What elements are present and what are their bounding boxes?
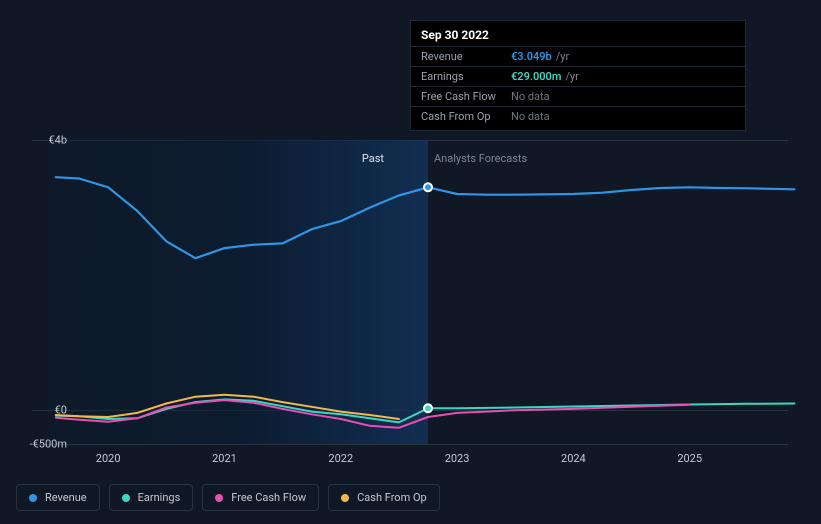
legend-dot-icon	[122, 494, 130, 502]
series-line-fcf	[56, 400, 690, 428]
legend-dot-icon	[215, 494, 223, 502]
tooltip-key: Earnings	[421, 70, 511, 83]
legend-label: Cash From Op	[357, 491, 427, 504]
tooltip-value: No data	[511, 90, 550, 103]
chart-tooltip: Sep 30 2022 Revenue€3.049b/yrEarnings€29…	[410, 20, 746, 131]
tooltip-row: Revenue€3.049b/yr	[411, 46, 745, 66]
legend-label: Revenue	[45, 491, 87, 504]
chart-legend: Revenue Earnings Free Cash Flow Cash From O…	[16, 484, 440, 511]
tooltip-row: Cash From OpNo data	[411, 106, 745, 126]
tooltip-value: No data	[511, 110, 550, 123]
y-axis-label: -€500m	[22, 438, 67, 451]
x-axis-label: 2023	[445, 452, 470, 465]
tooltip-key: Cash From Op	[421, 110, 511, 123]
legend-label: Earnings	[138, 491, 181, 504]
tooltip-value: €29.000m/yr	[511, 70, 579, 83]
x-axis-label: 2021	[212, 452, 237, 465]
legend-dot-icon	[29, 494, 37, 502]
tooltip-date: Sep 30 2022	[411, 25, 745, 46]
series-marker-earnings	[424, 404, 432, 412]
tooltip-value: €3.049b/yr	[511, 50, 569, 63]
x-axis-label: 2022	[328, 452, 353, 465]
y-axis-label: €0	[22, 404, 67, 417]
tooltip-key: Revenue	[421, 50, 511, 63]
legend-dot-icon	[341, 494, 349, 502]
x-axis-label: 2025	[677, 452, 702, 465]
legend-item-revenue[interactable]: Revenue	[16, 484, 100, 511]
series-marker-revenue	[424, 183, 432, 191]
legend-item-cfo[interactable]: Cash From Op	[328, 484, 440, 511]
y-axis-label: €4b	[22, 134, 67, 147]
x-axis-label: 2024	[561, 452, 586, 465]
tooltip-key: Free Cash Flow	[421, 90, 511, 103]
x-axis-label: 2020	[96, 452, 121, 465]
tooltip-row: Earnings€29.000m/yr	[411, 66, 745, 86]
legend-item-earnings[interactable]: Earnings	[109, 484, 194, 511]
tooltip-row: Free Cash FlowNo data	[411, 86, 745, 106]
legend-label: Free Cash Flow	[231, 491, 306, 504]
legend-item-fcf[interactable]: Free Cash Flow	[202, 484, 319, 511]
